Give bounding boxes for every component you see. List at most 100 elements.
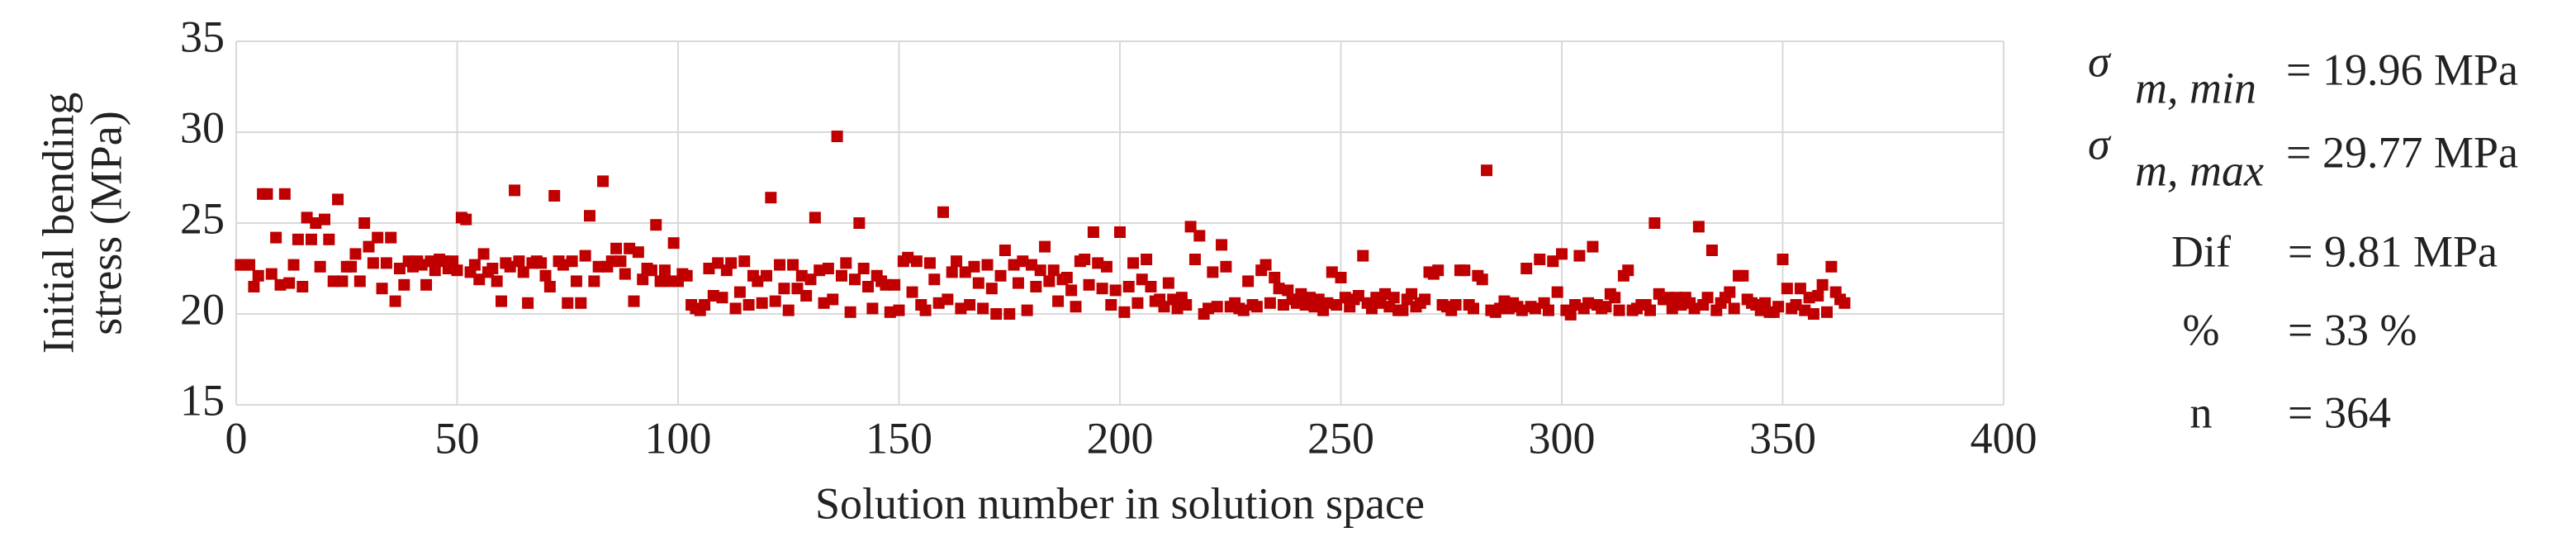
point [1295, 288, 1307, 300]
point [353, 275, 366, 288]
point [681, 269, 693, 282]
point [1529, 302, 1541, 315]
point [959, 266, 971, 278]
point [1211, 301, 1223, 313]
point [1030, 281, 1042, 292]
point [1220, 260, 1232, 273]
point [1705, 245, 1718, 256]
point [244, 259, 256, 271]
y-tick-label: 25 [180, 193, 225, 243]
point [1816, 278, 1829, 291]
point [1459, 264, 1471, 277]
point [1326, 266, 1338, 278]
point [319, 213, 330, 226]
point [1171, 302, 1184, 315]
point [345, 260, 358, 273]
point [1352, 290, 1364, 302]
point [1188, 254, 1201, 265]
y-tick-label: 30 [180, 102, 225, 152]
point [1803, 292, 1815, 304]
point [1701, 292, 1714, 304]
point [1468, 302, 1479, 315]
point [389, 295, 401, 307]
point [1282, 284, 1294, 297]
point [624, 242, 636, 254]
point [543, 281, 556, 292]
point [349, 248, 362, 260]
point [667, 237, 680, 249]
point [327, 275, 339, 288]
point [1481, 164, 1493, 177]
point [535, 257, 548, 269]
annotation-value: = 29.77 MPa [2286, 127, 2518, 177]
point [1807, 308, 1819, 320]
point [999, 245, 1011, 256]
point [769, 295, 781, 307]
point [496, 295, 507, 307]
annotation-subscript: m, max [2135, 145, 2264, 195]
point [1551, 286, 1563, 298]
point [923, 257, 936, 269]
point [1167, 293, 1179, 306]
point [1158, 301, 1170, 313]
point [1794, 283, 1806, 295]
point [1070, 301, 1082, 313]
point [1118, 306, 1131, 318]
y-axis-label: stress (MPa) [81, 111, 130, 335]
point [1047, 264, 1060, 277]
point [323, 233, 335, 245]
x-tick-label: 0 [225, 413, 248, 463]
x-tick-label: 300 [1529, 413, 1596, 463]
point [857, 263, 870, 274]
point [910, 255, 923, 268]
point [814, 264, 826, 277]
annotation-label: % [2183, 305, 2220, 354]
point [1419, 293, 1431, 306]
point [570, 275, 582, 288]
point [336, 275, 349, 288]
point [513, 255, 525, 268]
point [1237, 304, 1250, 316]
point [592, 260, 605, 273]
point [579, 249, 591, 262]
point [1260, 259, 1272, 271]
point [853, 217, 866, 229]
point [429, 264, 441, 277]
point [270, 231, 282, 244]
point [1145, 281, 1157, 292]
point [376, 283, 388, 295]
point [1096, 283, 1108, 295]
point [1269, 272, 1281, 283]
point [1079, 254, 1091, 265]
point [517, 266, 529, 278]
point [632, 246, 644, 259]
point [902, 251, 914, 264]
point [393, 263, 406, 274]
x-tick-label: 400 [1971, 413, 2038, 463]
point [1542, 304, 1554, 316]
annotation-value: = 364 [2288, 387, 2391, 437]
point [663, 275, 676, 288]
point [363, 240, 375, 253]
point [782, 304, 795, 316]
point [1692, 221, 1705, 233]
point [645, 264, 657, 277]
point [1547, 255, 1559, 268]
point [1321, 297, 1334, 309]
point [1131, 297, 1144, 309]
point [1613, 304, 1625, 316]
point [765, 192, 777, 204]
point [1242, 275, 1255, 288]
point [795, 269, 808, 282]
point [287, 259, 300, 271]
point [937, 206, 949, 218]
point [1388, 292, 1400, 304]
point [831, 131, 843, 143]
point [1034, 264, 1046, 277]
point [261, 188, 273, 200]
point [761, 269, 772, 282]
point [964, 299, 976, 311]
point [1728, 302, 1740, 315]
point [509, 184, 521, 197]
point [1383, 301, 1396, 313]
